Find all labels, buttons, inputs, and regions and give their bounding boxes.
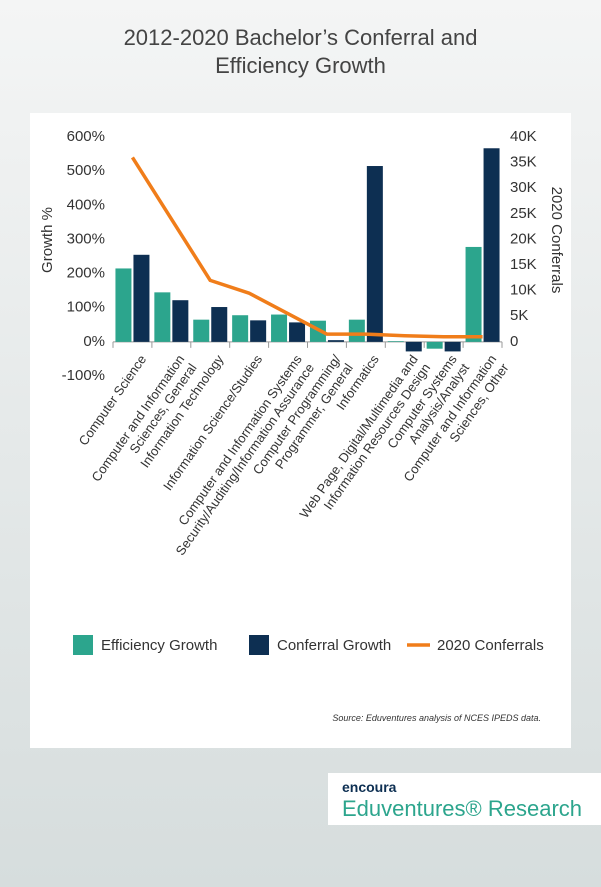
legend-label: Conferral Growth	[277, 637, 391, 654]
y2-tick-label: 0	[510, 333, 518, 350]
y-tick-label: 100%	[67, 299, 105, 316]
bar	[366, 166, 383, 342]
bar	[465, 246, 482, 342]
bar	[405, 341, 422, 352]
bar	[348, 319, 365, 342]
chart-card	[30, 113, 571, 748]
logo-brand: encoura	[342, 779, 397, 795]
logo: encoura Eduventures® Research	[328, 773, 601, 825]
y-tick-label: 600%	[67, 128, 105, 145]
y2-tick-label: 25K	[510, 205, 537, 222]
bar	[444, 341, 461, 352]
logo-name: Eduventures® Research	[342, 796, 583, 821]
y2-axis-label: 2020 Conferrals	[548, 187, 565, 294]
y-tick-label: 500%	[67, 162, 105, 179]
bar	[387, 341, 404, 342]
line	[130, 156, 483, 339]
y-tick-label: 200%	[67, 265, 105, 282]
y2-tick-label: 10K	[510, 282, 537, 299]
bar	[250, 320, 267, 342]
y2-tick-label: 15K	[510, 256, 537, 273]
bar	[426, 341, 443, 349]
bar	[193, 319, 210, 342]
chart-title: 2012-2020 Bachelor’s Conferral and Effic…	[123, 25, 478, 78]
bar	[289, 322, 306, 342]
bar	[172, 300, 189, 342]
source-note: Source: Eduventures analysis of NCES IPE…	[332, 713, 541, 723]
legend-label: 2020 Conferrals	[437, 637, 544, 654]
bar	[327, 340, 344, 342]
bar	[271, 314, 288, 342]
bar	[115, 268, 132, 342]
bar	[133, 254, 150, 342]
legend-swatch	[249, 635, 269, 655]
legend-label: Efficiency Growth	[101, 637, 217, 654]
y-tick-label: 400%	[67, 196, 105, 213]
y2-tick-label: 40K	[510, 128, 537, 145]
y2-tick-label: 30K	[510, 179, 537, 196]
legend-swatch	[73, 635, 93, 655]
bar	[483, 148, 500, 342]
bar	[211, 307, 228, 342]
y-tick-label: -100%	[62, 367, 105, 384]
bar	[232, 315, 249, 342]
y2-tick-label: 20K	[510, 230, 537, 247]
y-tick-label: 300%	[67, 230, 105, 247]
bar	[154, 292, 171, 342]
y-axis-label: Growth %	[39, 207, 56, 273]
y2-tick-label: 5K	[510, 307, 528, 324]
y2-tick-label: 35K	[510, 154, 537, 171]
y-tick-label: 0%	[83, 333, 105, 350]
